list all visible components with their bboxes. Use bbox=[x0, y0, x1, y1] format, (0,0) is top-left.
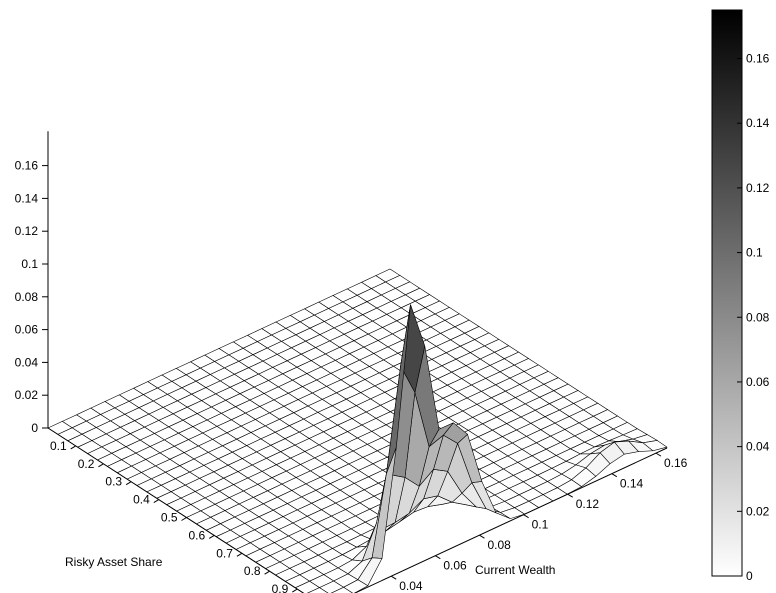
y-tick-label: 0.6 bbox=[189, 528, 206, 542]
colorbar-tick-label: 0.16 bbox=[746, 52, 770, 66]
surface-patch bbox=[330, 586, 353, 593]
x-tick-label: 0.14 bbox=[620, 477, 644, 491]
colorbar-tick-label: 0.1 bbox=[746, 246, 763, 260]
y-tick-mark bbox=[208, 534, 215, 539]
y-tick-mark bbox=[70, 445, 76, 450]
y-tick-mark bbox=[236, 552, 243, 557]
surface-mesh bbox=[47, 268, 668, 593]
x-tick-mark bbox=[390, 575, 397, 580]
colorbar-tick-label: 0.08 bbox=[746, 310, 770, 324]
z-tick-label: 0.12 bbox=[15, 224, 39, 238]
x-tick-mark bbox=[567, 493, 573, 498]
x-axis: 0.020.040.060.080.10.120.140.16 bbox=[353, 447, 688, 593]
x-tick-label: 0.16 bbox=[664, 456, 688, 470]
x-tick-label: 0.08 bbox=[487, 538, 511, 552]
y-tick-label: 0.9 bbox=[272, 582, 289, 593]
x-tick-label: 0.12 bbox=[576, 497, 600, 511]
colorbar-tick-label: 0.06 bbox=[746, 375, 770, 389]
z-tick-label: 0.06 bbox=[15, 323, 39, 337]
z-tick-label: 0 bbox=[31, 421, 38, 435]
z-axis: 0 0.02 0.04 0.06 0.08 0.1 0.12 0.14 0.16 bbox=[15, 131, 49, 435]
colorbar-scale bbox=[711, 9, 743, 577]
colorbar-tick-label: 0.12 bbox=[746, 181, 770, 195]
surface-patch bbox=[307, 587, 329, 593]
z-tick-label: 0.04 bbox=[15, 355, 39, 369]
colorbar-tick-label: 0.02 bbox=[746, 504, 770, 518]
x-tick-label: 0.04 bbox=[399, 579, 423, 593]
y-tick-mark bbox=[181, 517, 187, 521]
y-tick-label: 0.8 bbox=[244, 564, 261, 578]
colorbar: 0 0.02 0.04 0.06 0.08 0.1 0.12 0.14 0.16 bbox=[711, 9, 770, 583]
x-tick-mark bbox=[479, 534, 485, 539]
z-tick-label: 0.08 bbox=[15, 290, 39, 304]
y-axis: 0.10.20.30.40.50.60.70.80.91 bbox=[47, 427, 305, 593]
y-tick-mark bbox=[264, 570, 270, 575]
y-tick-label: 0.1 bbox=[50, 439, 67, 453]
y-tick-label: 0.5 bbox=[161, 511, 178, 525]
colorbar-tick-label: 0 bbox=[746, 569, 753, 583]
x-axis-label: Current Wealth bbox=[475, 563, 555, 577]
y-tick-label: 0.2 bbox=[78, 457, 95, 471]
z-tick-label: 0.14 bbox=[15, 191, 39, 205]
y-tick-label: 0.3 bbox=[105, 475, 122, 489]
y-tick-mark bbox=[98, 463, 104, 468]
z-tick-label: 0.1 bbox=[21, 257, 38, 271]
x-tick-label: 0.06 bbox=[443, 559, 467, 573]
y-tick-mark bbox=[125, 481, 132, 486]
x-tick-mark bbox=[655, 452, 662, 457]
y-tick-label: 0.4 bbox=[133, 493, 150, 507]
x-tick-label: 0.1 bbox=[532, 518, 549, 532]
colorbar-tick-label: 0.04 bbox=[746, 440, 770, 454]
z-tick-label: 0.02 bbox=[15, 388, 39, 402]
y-tick-label: 0.7 bbox=[216, 546, 233, 560]
y-tick-mark bbox=[292, 588, 298, 593]
y-tick-mark bbox=[153, 499, 160, 504]
x-tick-mark bbox=[523, 514, 529, 519]
z-tick-label: 0.16 bbox=[15, 159, 39, 173]
colorbar-tick-label: 0.14 bbox=[746, 116, 770, 130]
x-tick-mark bbox=[435, 555, 441, 560]
y-axis-label: Risky Asset Share bbox=[65, 555, 163, 569]
x-axis-line bbox=[353, 447, 668, 593]
x-tick-mark bbox=[611, 473, 618, 478]
